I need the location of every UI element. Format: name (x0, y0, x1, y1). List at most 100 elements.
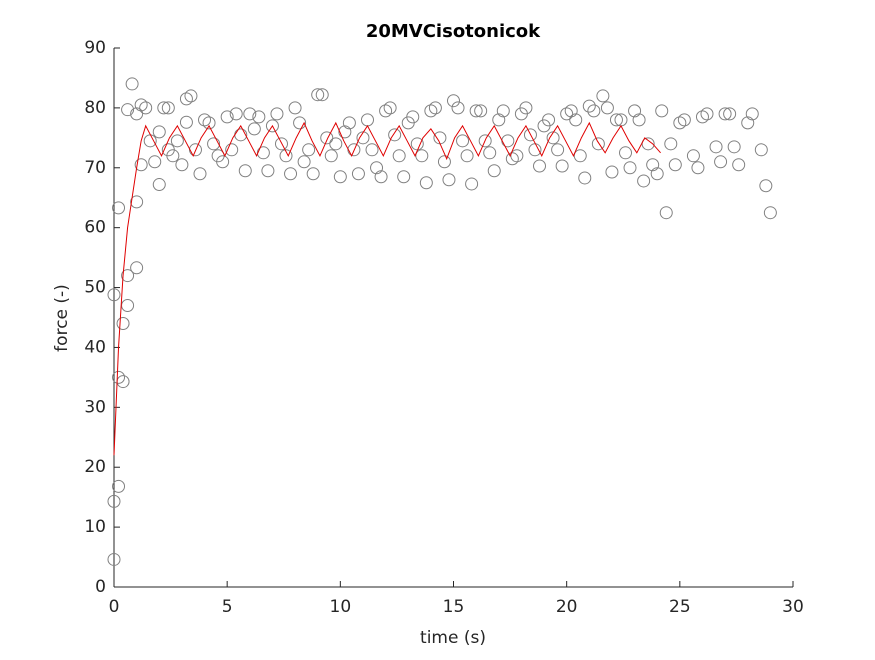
scatter-point (406, 110, 420, 124)
y-tick-label: 50 (84, 278, 106, 298)
scatter-point (718, 107, 732, 121)
scatter-point (754, 143, 768, 157)
scatter-point (379, 104, 393, 118)
y-tick-label: 90 (84, 38, 106, 58)
scatter-point (107, 288, 121, 302)
scatter-point (551, 143, 565, 157)
scatter-point (447, 94, 460, 108)
scatter-point (655, 104, 669, 118)
scatter-point (188, 143, 202, 157)
scatter-point (564, 104, 578, 118)
scatter-point (107, 494, 121, 508)
scatter-point (623, 161, 637, 175)
x-tick-label: 15 (443, 597, 465, 617)
scatter-point (542, 113, 556, 127)
scatter-point (763, 206, 777, 220)
scatter-point (492, 113, 506, 127)
scatter-point (175, 158, 189, 172)
scatter-point (555, 159, 569, 173)
y-tick-label: 10 (84, 517, 106, 537)
scatter-point (134, 158, 148, 172)
scatter-point (297, 155, 311, 169)
scatter-point (130, 261, 144, 275)
scatter-point (478, 134, 492, 148)
scatter-point (157, 101, 171, 115)
scatter-point (193, 167, 207, 181)
scatter-point (510, 149, 524, 163)
y-tick-label: 0 (95, 577, 106, 597)
scatter-point (152, 125, 166, 139)
scatter-point (745, 107, 759, 121)
scatter-point (392, 149, 406, 163)
scatter-point (130, 195, 144, 209)
scatter-point (338, 125, 352, 139)
scatter-point (582, 99, 596, 113)
scatter-point (650, 167, 664, 181)
scatter-point (609, 113, 623, 127)
scatter-point (637, 174, 651, 188)
x-axis-label: time (s) (420, 628, 486, 648)
scatter-point (347, 143, 361, 157)
x-tick-label: 30 (782, 597, 804, 617)
x-tick-label: 20 (556, 597, 578, 617)
scatter-point (152, 178, 166, 192)
y-tick-label: 80 (84, 98, 106, 118)
scatter-point (700, 107, 714, 121)
scatter-point (714, 155, 728, 169)
scatter-point (424, 104, 438, 118)
scatter-point (170, 134, 184, 148)
x-tick-label: 10 (330, 597, 352, 617)
scatter-point (261, 164, 275, 178)
scatter-point (320, 131, 334, 145)
scatter-point (483, 146, 497, 160)
x-tick-label: 5 (222, 597, 233, 617)
y-tick-label: 70 (84, 158, 106, 178)
scatter-point (759, 179, 773, 193)
scatter-point (388, 128, 402, 142)
scatter-point (166, 149, 180, 163)
scatter-point (560, 107, 574, 121)
scatter-point (216, 155, 230, 169)
scatter-point (125, 77, 139, 91)
scatter-point (229, 107, 243, 121)
scatter-point (573, 149, 587, 163)
y-tick-label: 30 (84, 397, 106, 417)
scatter-point (732, 158, 746, 172)
scatter-point (465, 177, 479, 191)
scatter-point (695, 110, 709, 124)
scatter-point (274, 137, 288, 151)
x-tick-label: 0 (109, 597, 120, 617)
scatter-point (723, 107, 737, 121)
x-tick-label: 25 (669, 597, 691, 617)
scatter-point (709, 140, 723, 154)
scatter-point (451, 101, 465, 115)
scatter-point (112, 370, 126, 384)
scatter-point (664, 137, 678, 151)
scatter-point (184, 89, 198, 103)
scatter-point (668, 158, 682, 172)
y-tick-label: 20 (84, 457, 106, 477)
scatter-point (686, 149, 700, 163)
scatter-point (179, 92, 193, 106)
scatter-point (112, 479, 126, 493)
scatter-point (329, 137, 343, 151)
scatter-point (302, 143, 316, 157)
scatter-point (673, 116, 687, 130)
scatter-point (107, 552, 121, 566)
scatter-point (284, 167, 298, 181)
scatter-point (179, 115, 193, 129)
scatter-point (112, 201, 126, 215)
scatter-point (243, 107, 257, 121)
scatter-point (365, 143, 379, 157)
scatter-point (519, 101, 533, 115)
scatter-point (442, 173, 456, 187)
scatter-point (370, 161, 384, 175)
scatter-point (130, 107, 144, 121)
scatter-point (587, 104, 601, 118)
scatter-point (487, 164, 501, 178)
scatter-point (646, 158, 660, 172)
scatter-point (247, 122, 261, 136)
scatter-point (533, 159, 547, 173)
scatter-point (293, 116, 307, 130)
